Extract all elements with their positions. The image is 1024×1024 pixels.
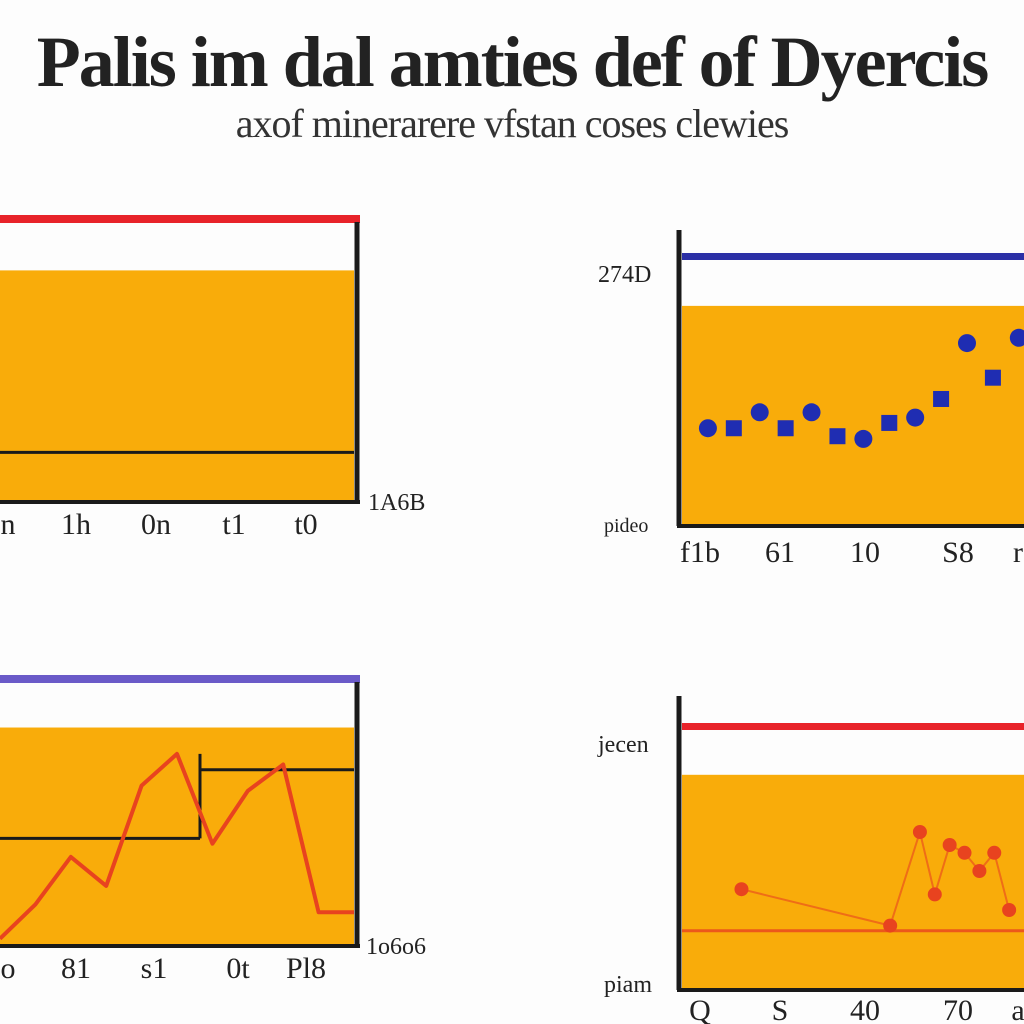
chart-top-right-xtick-2: 10: [850, 536, 880, 569]
chart-top-left-xtick-4: t0: [294, 508, 317, 541]
chart-top-left-xtick-1: 1h: [61, 508, 91, 541]
page-subtitle: axof minerarere vfstan coses clewies: [235, 101, 790, 146]
chart-top-right-xtick-1: 61: [765, 536, 795, 569]
chart-bottom-right-xtick-3: 70: [943, 994, 973, 1024]
chart-bottom-left-xtick-0: o: [1, 952, 16, 985]
chart-top-right-point-5: [829, 428, 846, 445]
chart-bottom-right-point-5: [957, 845, 972, 860]
chart-bottom-left-xtick-3: 0t: [226, 952, 250, 985]
chart-top-right-xtick-0: f1b: [680, 536, 720, 569]
chart-bottom-left-xtick-1: 81: [61, 952, 91, 985]
chart-bottom-right-xtick-2: 40: [850, 994, 880, 1024]
chart-top-right-side-label-top: 274D: [598, 262, 651, 288]
chart-top-right-point-8: [906, 408, 925, 427]
chart-bottom-right-points: [734, 825, 1017, 933]
chart-top-right-xtick-4: r: [1013, 536, 1023, 569]
chart-top-left-band: [0, 215, 360, 223]
chart-top-right-point-6: [854, 429, 873, 448]
chart-bottom-right-fill: [682, 774, 1024, 988]
chart-top-right-point-1: [725, 420, 742, 437]
chart-bottom-right-xtick-4: a: [1011, 994, 1024, 1024]
chart-top-right-points: [698, 328, 1024, 448]
chart-bottom-left-side-label: 1o6o6: [366, 934, 426, 960]
chart-top-right-point-7: [881, 414, 898, 431]
chart-top-right-point-3: [777, 420, 794, 437]
chart-bottom-right-point-8: [1002, 903, 1017, 917]
chart-top-left-xtick-0: n: [1, 508, 16, 541]
chart-bottom-left-xtick-4: Pl8: [286, 952, 326, 985]
chart-top-right-point-11: [984, 369, 1001, 386]
chart-top-right-point-12: [1009, 328, 1024, 347]
chart-bottom-left-band: [0, 675, 360, 683]
page-title: Palis im dal amties def of Dyercis: [36, 22, 990, 102]
chart-bottom-left-series-line: [0, 751, 354, 941]
chart-top-right-xtick-3: S8: [942, 536, 974, 569]
chart-top-right-point-4: [802, 403, 821, 422]
chart-top-left-fill: [0, 270, 354, 500]
chart-bottom-right-band: [682, 723, 1024, 730]
chart-bottom-right-point-1: [883, 918, 898, 933]
chart-bottom-right-xtick-0: Q: [689, 994, 711, 1024]
chart-bottom-right-side-label-bottom: piam: [604, 972, 652, 998]
chart-top-left-xtick-3: t1: [222, 508, 245, 541]
chart-top-left: 1A6B n 1h 0n t1 t0: [0, 215, 425, 541]
chart-bottom-right-point-7: [987, 845, 1002, 860]
chart-top-right-point-9: [933, 390, 950, 407]
chart-bottom-left-xtick-2: s1: [141, 952, 168, 985]
chart-bottom-right-point-3: [927, 887, 942, 902]
chart-top-right-band: [682, 253, 1024, 260]
chart-bottom-right-point-2: [912, 825, 927, 839]
chart-top-left-xtick-2: 0n: [141, 508, 171, 541]
chart-bottom-right-xtick-1: S: [772, 994, 789, 1024]
chart-top-right: 274D pideo f1b 61 10 S8 r: [598, 230, 1024, 569]
chart-top-right-point-10: [958, 334, 976, 353]
chart-top-right-point-2: [750, 403, 769, 422]
chart-top-right-side-label-bottom: pideo: [604, 515, 648, 537]
chart-bottom-right-point-4: [942, 838, 957, 852]
chart-top-right-point-0: [698, 419, 717, 438]
chart-top-left-side-label: 1A6B: [368, 490, 425, 516]
chart-bottom-left: 1o6o6 o 81 s1 0t Pl8: [0, 675, 426, 985]
chart-bottom-right-point-6: [972, 864, 987, 878]
chart-bottom-right-side-label-top: jecen: [597, 732, 649, 758]
chart-bottom-right-point-0: [734, 882, 749, 897]
chart-bottom-right: jecen piam Q S 40 70 a: [597, 696, 1024, 1024]
chart-bottom-left-fill: [0, 727, 354, 944]
